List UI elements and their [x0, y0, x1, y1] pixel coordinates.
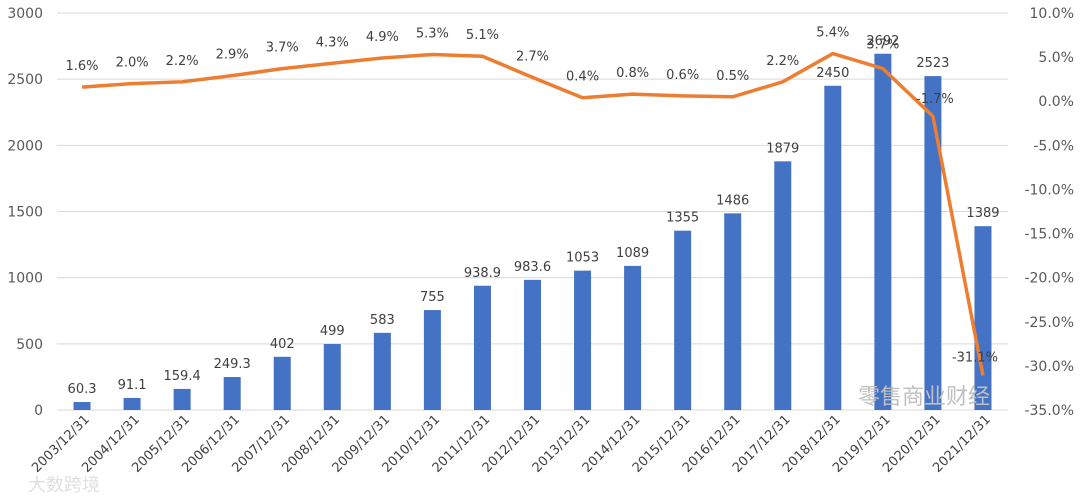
left-tick-label: 500 — [16, 337, 43, 353]
left-tick-label: 2000 — [7, 138, 43, 154]
line-data-label: 1.6% — [66, 59, 99, 74]
bar-data-label: 249.3 — [214, 357, 251, 372]
line-data-label: 0.6% — [666, 68, 699, 83]
bar-data-label: 1053 — [566, 251, 599, 266]
line-series — [81, 51, 985, 376]
bar-data-label: 983.6 — [514, 260, 551, 275]
line-data-label: 2.2% — [166, 54, 199, 69]
bar — [524, 279, 541, 410]
line-data-label: 0.8% — [616, 66, 649, 81]
line-data-label: -1.7% — [916, 92, 954, 107]
bar-data-label: 1486 — [716, 193, 749, 208]
bar — [373, 332, 391, 410]
bar — [724, 213, 742, 410]
right-tick-label: 0.0% — [1038, 94, 1074, 110]
bar — [874, 53, 892, 410]
left-tick-label: 0 — [34, 403, 43, 419]
left-axis: 0 500 1000 1500 2000 2500 3000 — [7, 6, 43, 419]
bar — [423, 310, 441, 410]
bar — [924, 76, 942, 411]
left-tick-label: 1500 — [7, 205, 43, 221]
right-tick-label: -20.0% — [1024, 271, 1074, 287]
bar-data-label: 1389 — [966, 206, 999, 221]
right-tick-label: -35.0% — [1024, 403, 1074, 419]
line-data-label: 4.9% — [366, 30, 399, 45]
bar-data-label: 2692 — [866, 34, 899, 49]
bar — [774, 161, 792, 410]
bar-data-label: 755 — [420, 290, 445, 305]
right-tick-label: -25.0% — [1024, 315, 1074, 331]
bar-data-label: 2523 — [916, 56, 949, 71]
line-data-label: 2.2% — [766, 54, 799, 69]
bar — [323, 343, 341, 410]
left-tick-label: 1000 — [7, 271, 43, 287]
line-data-label: 2.0% — [116, 56, 149, 71]
line-data-labels: 1.6% 2.0% 2.2% 2.9% 3.7% 4.3% 4.9% 5.3% 5.1% 2.7%… — [66, 26, 998, 366]
line-data-label: 0.4% — [566, 70, 599, 85]
right-tick-label: 10.0% — [1030, 6, 1074, 22]
bar — [574, 270, 592, 410]
bar-data-label: 499 — [320, 324, 345, 339]
bar-data-label: 402 — [270, 337, 295, 352]
right-tick-label: -30.0% — [1024, 359, 1074, 375]
bar-data-label: 2450 — [816, 66, 849, 81]
line-data-label: 2.7% — [516, 49, 549, 64]
line-data-label: 2.9% — [216, 48, 249, 63]
right-tick-label: -15.0% — [1024, 227, 1074, 243]
right-tick-label: -5.0% — [1033, 138, 1074, 154]
bar-data-label: 60.3 — [68, 382, 97, 397]
bar — [473, 285, 491, 410]
bar-series — [73, 53, 992, 411]
line-data-label: 3.7% — [866, 38, 899, 53]
line-data-label: 3.7% — [266, 41, 299, 56]
bar-data-label: 583 — [370, 313, 395, 328]
watermark-corner: 大数跨境 — [28, 475, 100, 496]
right-tick-label: 5.0% — [1038, 50, 1074, 66]
bar — [123, 397, 141, 410]
line-data-label: 0.5% — [716, 69, 749, 84]
line-data-label: -31.1% — [952, 351, 998, 366]
bar — [173, 388, 191, 410]
bar — [824, 85, 842, 411]
bar-data-label: 1879 — [766, 141, 799, 156]
bar — [974, 226, 992, 410]
bar — [273, 356, 291, 410]
bar-data-label: 938.9 — [464, 266, 501, 281]
bar — [73, 402, 91, 410]
bar — [674, 230, 692, 410]
bar-data-label: 1089 — [616, 246, 649, 261]
line-data-label: 4.3% — [316, 35, 349, 50]
bar — [624, 265, 642, 410]
bar-data-labels: 60.3 91.1 159.4 249.3 402 499 583 755 938.9 983.6… — [68, 34, 1000, 397]
category-axis: 2003/12/312004/12/312005/12/312006/12/31… — [29, 412, 994, 476]
line-data-label: 5.4% — [816, 26, 849, 41]
bar-data-label: 91.1 — [118, 378, 147, 393]
bar-data-label: 159.4 — [164, 369, 201, 384]
bar-data-label: 1355 — [666, 211, 699, 226]
left-tick-label: 2500 — [7, 72, 43, 88]
growth-line — [81, 51, 985, 376]
right-tick-label: -10.0% — [1024, 182, 1074, 198]
left-tick-label: 3000 — [7, 6, 43, 22]
bar — [223, 377, 241, 410]
watermark-main: 零售商业财经 — [858, 385, 990, 410]
right-axis: 10.0% 5.0% 0.0% -5.0% -10.0% -15.0% -20.0% -25.… — [1024, 6, 1074, 419]
line-data-label: 5.3% — [416, 26, 449, 41]
line-data-label: 5.1% — [466, 28, 499, 43]
